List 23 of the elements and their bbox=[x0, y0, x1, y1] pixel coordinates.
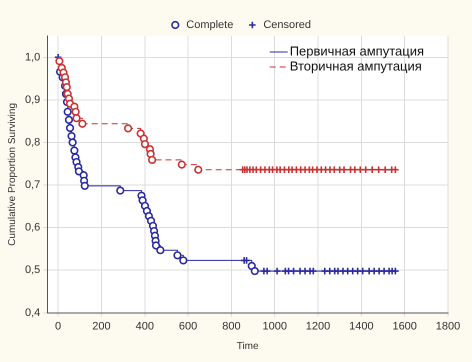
y-tick-label: 0,9 bbox=[24, 94, 40, 106]
y-tick-label: 0,4 bbox=[24, 306, 40, 319]
legend-label: Первичная ампутация bbox=[290, 44, 424, 59]
x-tick-label: 800 bbox=[222, 320, 241, 332]
y-tick-label: 0,8 bbox=[24, 136, 40, 148]
x-tick-label: 0 bbox=[55, 320, 62, 332]
y-tick-label: 0,5 bbox=[24, 264, 40, 276]
legend-label: Вторичная ампутация bbox=[290, 58, 422, 74]
x-tick-label: 600 bbox=[178, 320, 198, 332]
legend-label: Censored bbox=[263, 19, 312, 32]
x-tick-label: 200 bbox=[92, 320, 111, 332]
y-tick-label: 0,7 bbox=[24, 179, 40, 192]
x-axis-title: Time bbox=[236, 340, 260, 352]
y-tick-label: 1,0 bbox=[24, 51, 40, 64]
x-tick-label: 1800 bbox=[436, 320, 460, 332]
x-tick-label: 1400 bbox=[349, 320, 374, 332]
y-tick-label: 0,6 bbox=[24, 222, 40, 234]
y-axis-title: Cumulative Proportion Surviving bbox=[6, 102, 18, 246]
x-tick-label: 400 bbox=[136, 320, 154, 332]
legend-label: Complete bbox=[186, 19, 234, 32]
x-tick-label: 1000 bbox=[262, 320, 287, 332]
x-tick-label: 1600 bbox=[392, 320, 417, 332]
x-tick-label: 1200 bbox=[306, 320, 330, 332]
